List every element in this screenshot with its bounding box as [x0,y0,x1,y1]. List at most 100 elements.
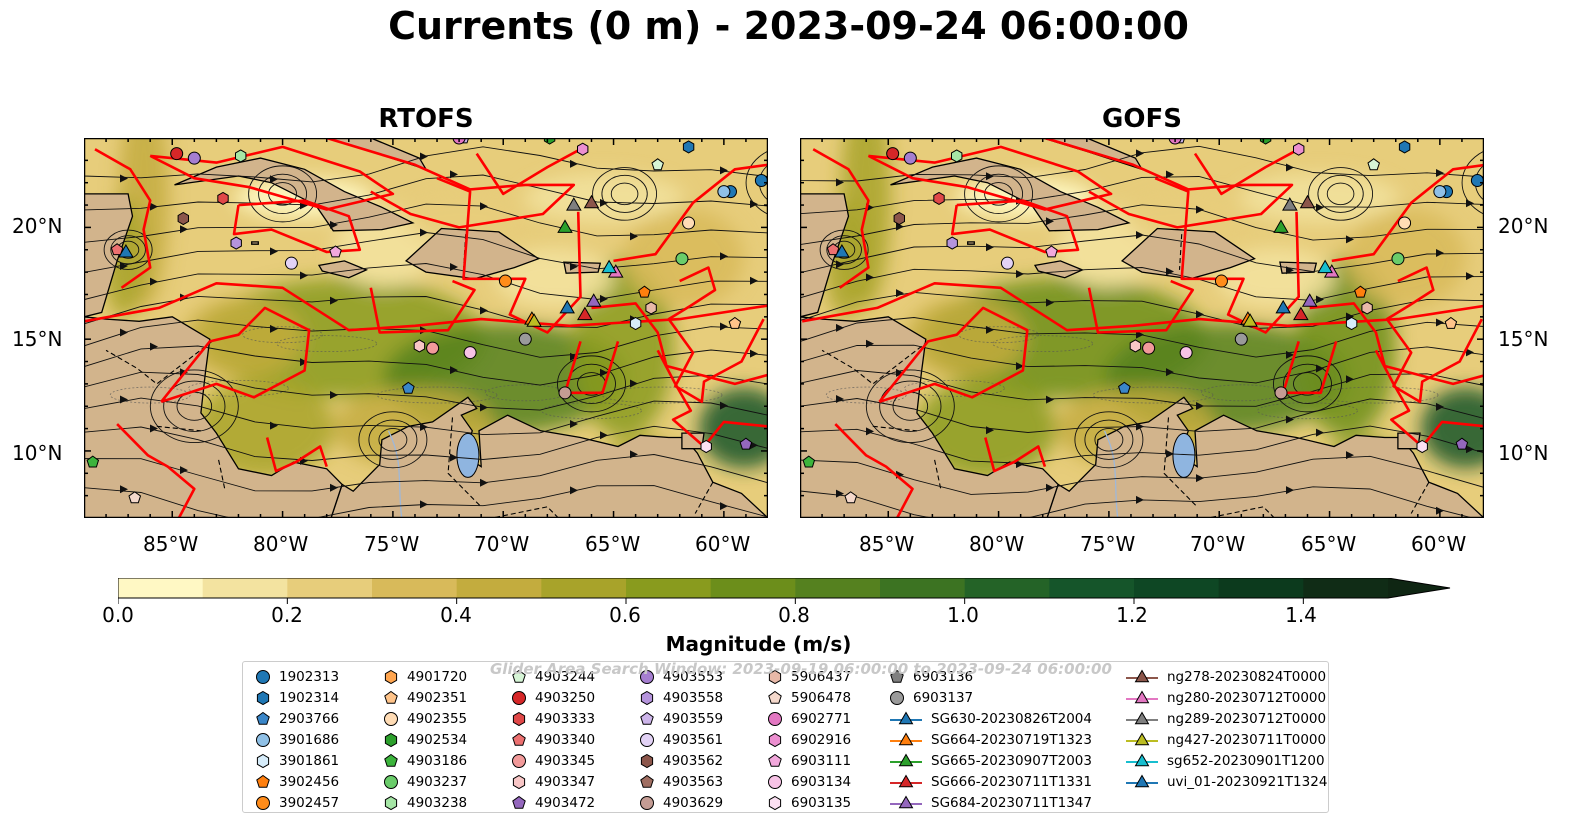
x-tick-label: 75°W [1080,532,1136,556]
legend-label: 4903561 [663,731,724,748]
flow-arrowhead [1016,362,1024,371]
flow-arrowhead [1136,149,1144,158]
colorbar-segment [202,578,288,598]
colorbar-segment [795,578,881,598]
legend-marker-circle [256,732,270,747]
flow-arrowhead [1346,451,1354,460]
legend-item: SG664-20230719T1323 [889,729,1092,750]
float-marker [675,252,689,266]
float-marker [230,236,242,250]
land-polygon [251,241,259,245]
legend-marker-triangle [890,753,922,766]
legend-marker-pentagon [640,711,654,725]
float-marker [1455,437,1469,450]
flow-arrowhead [1436,168,1444,177]
legend-item: sg652-20230901T1200 [1125,750,1327,771]
colorbar-segment [1134,578,1220,598]
flow-arrowhead [120,395,128,404]
float-marker [826,243,840,256]
flow-arrowhead [300,358,308,367]
legend-marker-hexagon [768,669,782,684]
legend-label: 4903237 [407,773,468,790]
legend-marker-hexagon [640,690,654,705]
colorbar-segment [880,578,966,598]
float-marker [1391,252,1405,266]
legend-label: 4903347 [535,773,596,790]
legend-label: 4903559 [663,710,724,727]
flow-arrowhead [480,403,488,412]
flow-arrowhead [1466,272,1474,281]
flow-arrowhead [1196,205,1204,214]
flow-arrowhead [1436,249,1444,258]
float-marker [1398,140,1411,154]
legend-label: 6903111 [791,752,852,769]
flow-arrowhead [1046,217,1054,226]
colorbar-segment [118,578,204,598]
flow-arrowhead [150,202,158,211]
colorbar-segment [626,578,712,598]
float-marker [518,332,532,346]
legend-label: 4902355 [407,710,468,727]
legend-item: 4902351 [383,687,467,708]
legend-item: 4903472 [511,792,595,813]
flow-arrowhead [720,502,728,511]
flow-arrowhead [750,276,758,285]
legend-marker-pentagon [768,753,782,767]
land-polygon [330,396,768,518]
flow-arrowhead [570,352,578,361]
float-marker [717,185,731,199]
legend-item: 2903766 [255,708,339,729]
flow-arrowhead [1316,428,1324,437]
legend-label: 6903135 [791,794,852,811]
legend-item: 3902457 [255,792,339,813]
legend-item: ng289-20230712T0000 [1125,708,1327,729]
legend-item: SG665-20230907T2003 [889,750,1092,771]
legend-label: ng280-20230712T0000 [1167,689,1327,706]
legend-item: 4903244 [511,666,595,687]
x-tick-label: 70°W [474,532,530,556]
flow-arrowhead [986,243,994,252]
flow-arrowhead [1346,312,1354,321]
flow-arrowhead [720,166,728,175]
legend-item: 4903558 [639,687,723,708]
land-polygon [967,241,975,245]
flow-arrowhead [1196,310,1204,319]
glider-marker [526,313,542,327]
float-marker [651,158,664,171]
float-marker [700,439,712,454]
float-marker [498,274,512,288]
legend-item: 6902771 [767,708,851,729]
legend-label: 4903186 [407,752,468,769]
flow-arrowhead [120,485,128,494]
flow-arrowhead [180,466,188,475]
flow-arrowhead [420,152,428,161]
watermark-text: Glider Area Search Window: 2023-09-19 06… [490,660,1112,678]
legend-item: 4903629 [639,792,723,813]
flow-arrowhead [720,252,728,261]
legend-marker-triangle [1126,711,1158,724]
legend-item: 6903134 [767,771,851,792]
colorbar-tick: 1.2 [1116,603,1148,627]
float-marker [110,243,124,256]
legend-marker-circle [256,669,270,684]
legend-marker-triangle [1126,669,1158,682]
float-marker [682,216,696,230]
land-polygon [317,260,369,279]
legend-label: ng289-20230712T0000 [1167,710,1327,727]
legend-item: 5906478 [767,687,851,708]
flow-arrowhead [836,260,844,269]
legend-item: 4903563 [639,771,723,792]
colorbar-label: Magnitude (m/s) [665,632,852,656]
legend-item: 1902314 [255,687,339,708]
legend-label: ng278-20230824T0000 [1167,668,1327,685]
flow-arrowhead [896,222,904,231]
land-polygon [1121,227,1256,280]
flow-arrowhead [720,322,728,331]
colorbar-segment [1218,578,1304,598]
legend-marker-pentagon [640,774,654,788]
flow-arrowhead [600,368,608,377]
flow-arrowhead [1316,295,1324,304]
legend-item: 4903340 [511,729,595,750]
panel-title-gofs: GOFS [1102,104,1182,134]
flow-arrowhead [120,174,128,183]
